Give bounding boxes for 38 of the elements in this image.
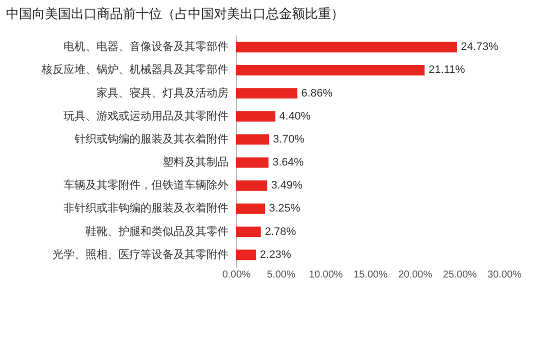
bar bbox=[236, 250, 256, 260]
data-label: 3.49% bbox=[271, 180, 303, 192]
y-tick-label: 车辆及其零附件，但铁道车辆除外 bbox=[64, 178, 228, 192]
y-tick-label: 核反应堆、锅炉、机械器具及其零部件 bbox=[40, 63, 228, 76]
y-tick-label: 鞋靴、护腿和类似品及其零件 bbox=[86, 224, 228, 238]
x-tick-label: 25.00% bbox=[442, 270, 477, 280]
y-tick-label: 针织或钩编的服装及其衣着附件 bbox=[74, 132, 228, 146]
bar bbox=[236, 226, 261, 237]
x-tick-label: 10.00% bbox=[308, 270, 343, 280]
x-tick-label: 20.00% bbox=[398, 270, 432, 280]
data-label: 24.73% bbox=[460, 41, 498, 54]
data-label: 3.64% bbox=[272, 156, 304, 169]
y-tick-label: 家具、寝具、灯具及活动房 bbox=[96, 86, 228, 100]
bar bbox=[236, 42, 457, 52]
data-label: 3.25% bbox=[269, 202, 300, 215]
bar bbox=[236, 65, 425, 76]
bar bbox=[236, 157, 269, 168]
data-label: 21.11% bbox=[428, 64, 466, 76]
data-label: 4.40% bbox=[279, 110, 311, 122]
x-tick-label: 0.00% bbox=[222, 270, 251, 280]
data-label: 2.23% bbox=[260, 248, 292, 261]
bar bbox=[236, 88, 298, 98]
y-tick-label: 塑料及其制品 bbox=[162, 156, 228, 169]
data-label: 2.78% bbox=[264, 226, 296, 238]
chart-title: 中国向美国出口商品前十位（占中国对美出口总金额比重） bbox=[6, 6, 344, 21]
bar bbox=[236, 111, 276, 122]
x-tick-label: 5.00% bbox=[266, 270, 296, 280]
data-label: 3.70% bbox=[273, 133, 304, 146]
bar bbox=[236, 180, 268, 191]
x-tick-label: 30.00% bbox=[488, 270, 522, 280]
x-tick-label: 15.00% bbox=[354, 270, 388, 280]
y-tick-label: 光学、照相、医疗等设备及其零附件 bbox=[52, 248, 228, 261]
bar bbox=[236, 134, 270, 145]
y-tick-label: 电机、电器、音像设备及其零部件 bbox=[64, 40, 228, 54]
y-tick-label: 玩具、游戏或运动用品及其零附件 bbox=[64, 109, 228, 122]
bar bbox=[236, 204, 266, 214]
data-label: 6.86% bbox=[301, 87, 333, 100]
y-tick-label: 非针织或非钩编的服装及衣着附件 bbox=[64, 202, 228, 215]
